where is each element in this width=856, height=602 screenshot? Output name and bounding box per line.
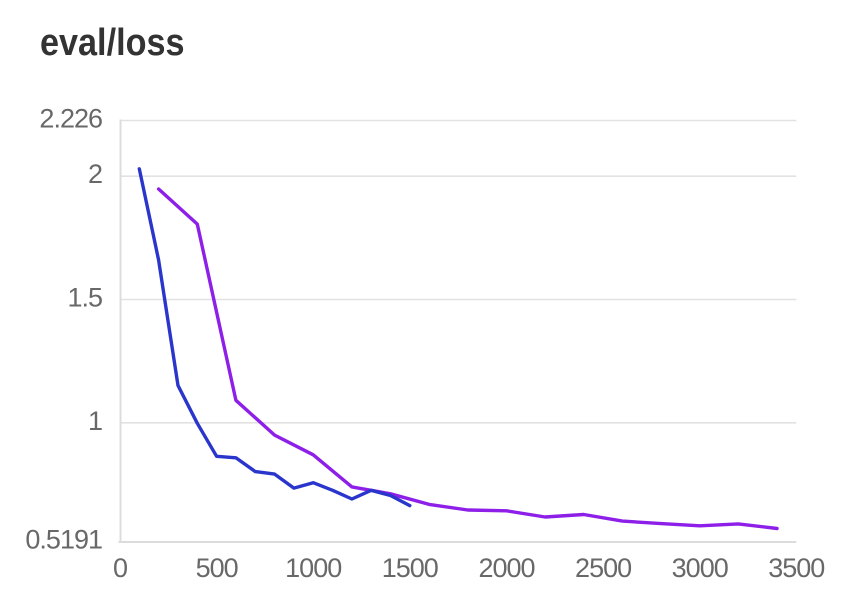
svg-text:0.5191: 0.5191: [25, 524, 102, 554]
svg-text:2: 2: [88, 159, 102, 189]
svg-text:2.226: 2.226: [39, 104, 102, 134]
svg-text:2500: 2500: [575, 553, 631, 583]
svg-text:0: 0: [113, 553, 127, 583]
svg-text:1000: 1000: [285, 553, 341, 583]
svg-text:3500: 3500: [768, 553, 824, 583]
svg-text:3000: 3000: [672, 553, 728, 583]
svg-text:1500: 1500: [382, 553, 438, 583]
svg-text:1: 1: [88, 406, 102, 436]
svg-text:1.5: 1.5: [67, 283, 102, 313]
svg-text:2000: 2000: [478, 553, 534, 583]
svg-text:500: 500: [196, 553, 238, 583]
